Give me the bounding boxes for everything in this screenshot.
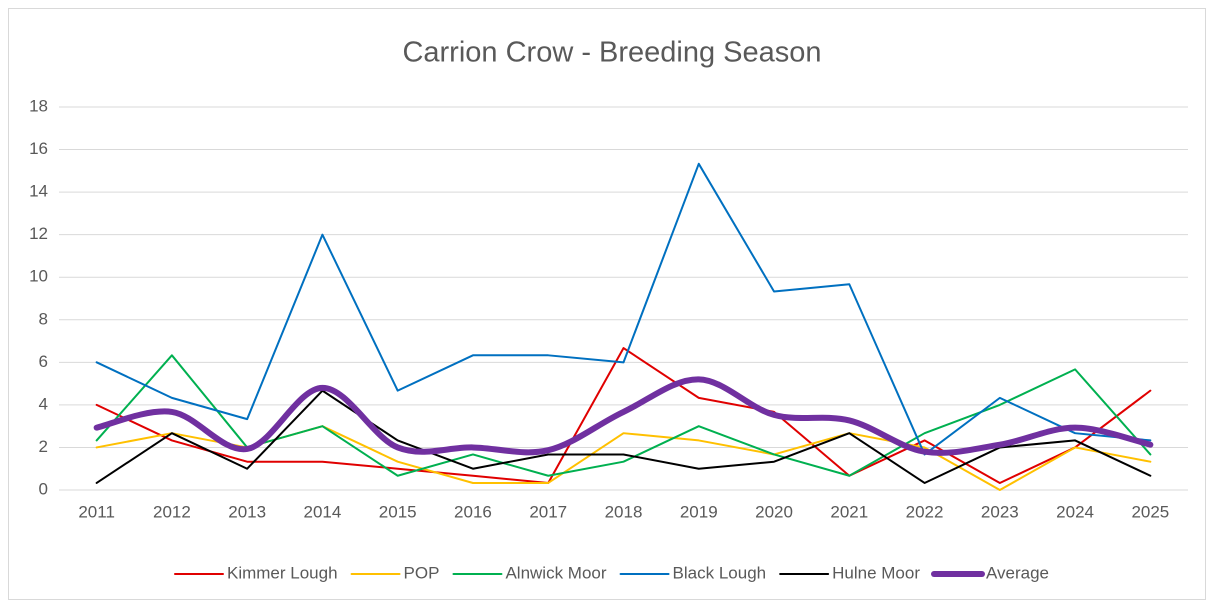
x-tick-label: 2021 (830, 502, 868, 521)
x-tick-label: 2023 (981, 502, 1019, 521)
y-tick-label: 10 (29, 267, 48, 286)
series-line (95, 162, 1152, 456)
legend-label: Alnwick Moor (505, 563, 606, 582)
x-tick-label: 2011 (78, 502, 115, 521)
y-tick-label: 12 (29, 224, 48, 243)
y-tick-label: 14 (29, 182, 48, 201)
x-tick-label: 2025 (1131, 502, 1169, 521)
series-line (95, 389, 1152, 484)
legend-label: Kimmer Lough (227, 563, 338, 582)
y-tick-label: 2 (39, 437, 48, 456)
y-tick-label: 4 (39, 394, 48, 413)
x-tick-label: 2014 (304, 502, 342, 521)
y-tick-label: 0 (39, 479, 48, 498)
x-tick-label: 2013 (228, 502, 266, 521)
x-tick-label: 2015 (379, 502, 417, 521)
x-tick-label: 2020 (755, 502, 793, 521)
x-tick-label: 2018 (605, 502, 643, 521)
series-line (93, 376, 1154, 456)
legend-label: Average (986, 563, 1049, 582)
series-line (95, 354, 1152, 477)
legend-label: Hulne Moor (832, 563, 920, 582)
chart-title: Carrion Crow - Breeding Season (402, 37, 821, 69)
x-tick-label: 2016 (454, 502, 492, 521)
y-tick-label: 8 (39, 309, 48, 328)
x-tick-label: 2012 (153, 502, 191, 521)
legend-label: Black Lough (673, 563, 767, 582)
y-tick-label: 18 (29, 96, 48, 115)
x-tick-label: 2017 (529, 502, 567, 521)
x-tick-label: 2022 (906, 502, 944, 521)
y-tick-label: 16 (29, 139, 48, 158)
y-tick-label: 6 (39, 352, 48, 371)
series-line (95, 347, 1152, 484)
x-tick-label: 2019 (680, 502, 718, 521)
x-tick-label: 2024 (1056, 502, 1094, 521)
legend-label: POP (404, 563, 440, 582)
